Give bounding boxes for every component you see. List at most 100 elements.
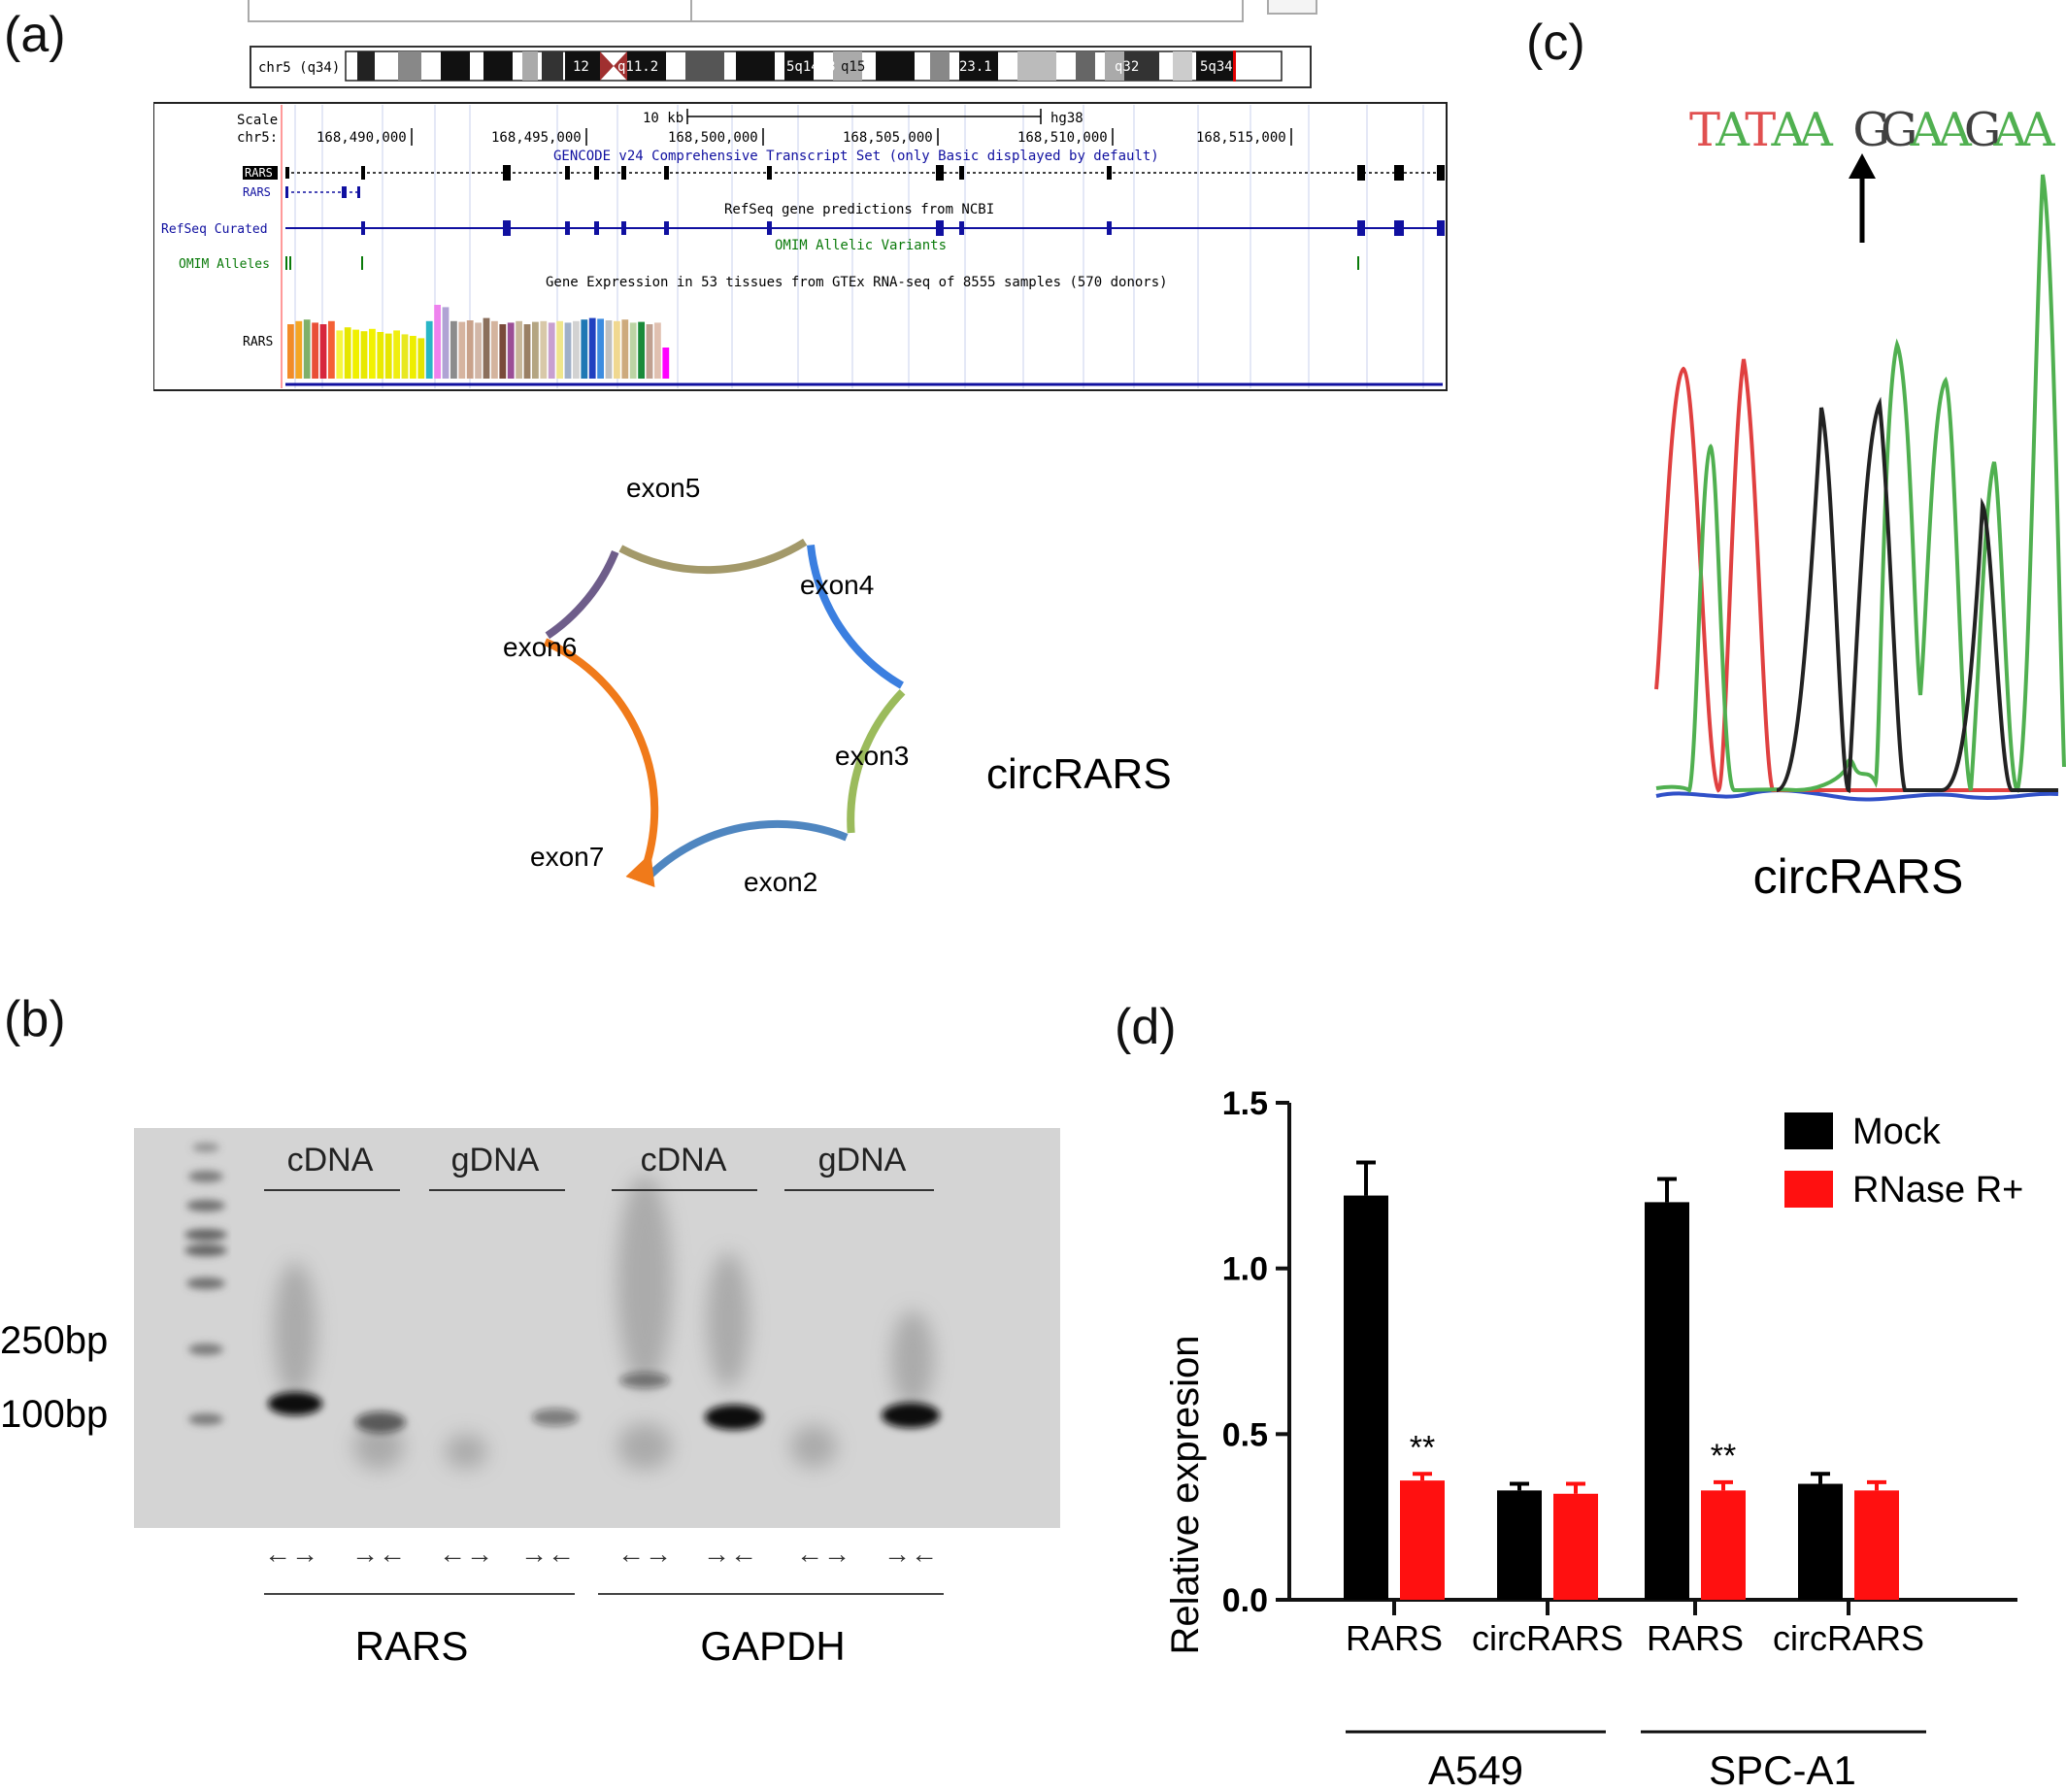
position-label: 168,495,000 bbox=[491, 130, 582, 146]
exon5-label: exon5 bbox=[626, 473, 700, 503]
gel-group-labels: cDNA gDNA cDNA gDNA bbox=[287, 1142, 907, 1178]
refseq-exons bbox=[361, 220, 1445, 236]
x-tick-label: RARS bbox=[1647, 1618, 1744, 1658]
gtex-bar bbox=[646, 324, 653, 379]
gtex-bar bbox=[287, 324, 294, 379]
gtex-bar bbox=[319, 324, 327, 379]
gel-bands bbox=[268, 1373, 940, 1433]
position-labels: 168,490,000 168,495,000 168,500,000 168,… bbox=[317, 130, 1286, 146]
group-label-a549: A549 bbox=[1428, 1747, 1523, 1792]
panel-label-b: (b) bbox=[4, 991, 66, 1047]
gtex-bar bbox=[516, 320, 522, 379]
band-label: 5q34 bbox=[1200, 59, 1233, 75]
search-box-left[interactable] bbox=[248, 0, 721, 22]
ideogram bbox=[345, 50, 1283, 82]
gencode-title: GENCODE v24 Comprehensive Transcript Set… bbox=[553, 149, 1159, 164]
gtex-bar bbox=[532, 321, 539, 379]
ideogram-band-labels: 12 q11.2 5q14.3 q15 23.1 q32 5q34 bbox=[573, 59, 1233, 75]
band-label: 12 bbox=[573, 59, 589, 75]
sequence-base: T bbox=[1745, 103, 1776, 157]
gene-label-rars: RARS bbox=[355, 1623, 469, 1669]
circ-rna-diagram: exon5 exon4 exon3 exon2 exon7 exon6 circ… bbox=[503, 473, 1172, 897]
sequence-base: G bbox=[1964, 103, 2001, 157]
band-label: q32 bbox=[1115, 59, 1139, 75]
gtex-bar bbox=[425, 320, 433, 379]
chromatogram bbox=[1654, 174, 2066, 802]
exon-arc bbox=[647, 819, 849, 879]
primer-arrows: ←→ →← ←→ →← ←→ →← ←→ →← bbox=[264, 1539, 938, 1569]
x-tick-label: RARS bbox=[1346, 1618, 1443, 1658]
search-box-right[interactable] bbox=[690, 0, 1244, 22]
gtex-bar bbox=[401, 334, 409, 379]
exon-arc bbox=[807, 545, 904, 689]
sequencing-caption: circRARS bbox=[1753, 849, 1964, 904]
omim-label[interactable]: OMIM Alleles bbox=[179, 257, 270, 272]
y-tick-label: 0.0 bbox=[1222, 1582, 1268, 1619]
panel-label-d: (d) bbox=[1115, 999, 1177, 1055]
legend-label-rnaser: RNase R+ bbox=[1852, 1170, 2023, 1211]
band-label: q15 bbox=[841, 59, 865, 75]
legend-swatch-mock bbox=[1784, 1112, 1833, 1149]
gtex-bar bbox=[377, 332, 384, 379]
sequence-base: G bbox=[1852, 103, 1889, 157]
legend-swatch-rnaser bbox=[1784, 1171, 1833, 1208]
assembly-label: hg38 bbox=[1050, 111, 1083, 126]
gtex-bar bbox=[581, 319, 588, 379]
scale-label: Scale bbox=[237, 113, 278, 128]
position-label: 168,510,000 bbox=[1017, 130, 1108, 146]
bar bbox=[1400, 1480, 1445, 1600]
track-rars-1[interactable]: RARS bbox=[245, 166, 273, 180]
gtex-bar bbox=[621, 319, 629, 379]
gtex-bar bbox=[384, 333, 392, 379]
marker-100bp: 100bp bbox=[0, 1393, 108, 1436]
bar bbox=[1798, 1483, 1843, 1600]
gtex-bar bbox=[605, 320, 613, 379]
gtex-bar bbox=[352, 329, 359, 379]
significance-mark: ** bbox=[1711, 1438, 1736, 1475]
scale-bar-label: 10 kb bbox=[643, 111, 683, 126]
bar bbox=[1344, 1195, 1388, 1600]
chart-legend: Mock RNase R+ bbox=[1784, 1112, 2023, 1211]
gtex-bar bbox=[295, 320, 303, 379]
primer-arrow: ←→ bbox=[264, 1539, 318, 1569]
gel-panel: cDNA gDNA cDNA gDNA 250bp 100bp ←→ →← ←→… bbox=[0, 1128, 1060, 1669]
primer-arrow: ←→ bbox=[439, 1539, 493, 1569]
position-label: 168,500,000 bbox=[668, 130, 758, 146]
legend-label-mock: Mock bbox=[1852, 1112, 1942, 1152]
exon-arc bbox=[618, 538, 808, 575]
chart-bars: ** ** bbox=[1344, 1160, 1899, 1600]
track-rars-2[interactable]: RARS bbox=[243, 185, 271, 199]
significance-mark: ** bbox=[1410, 1429, 1435, 1466]
smears bbox=[274, 1175, 934, 1470]
sequence-base: T bbox=[1689, 103, 1720, 157]
gtex-bar bbox=[466, 320, 474, 379]
go-button[interactable] bbox=[1267, 0, 1317, 15]
gtex-label[interactable]: RARS bbox=[243, 335, 273, 349]
sequence-base: A bbox=[1770, 103, 1806, 157]
bar bbox=[1645, 1202, 1689, 1600]
sequence-base: A bbox=[2020, 103, 2056, 157]
gtex-bar bbox=[344, 327, 351, 379]
gtex-bar bbox=[588, 317, 596, 379]
ladder-bands bbox=[184, 1143, 227, 1425]
circ-title: circRARS bbox=[986, 750, 1172, 798]
exon7-label: exon7 bbox=[530, 842, 604, 872]
omim-marks bbox=[285, 256, 1359, 270]
sequence-base: A bbox=[1715, 103, 1750, 157]
gtex-bar bbox=[360, 331, 368, 379]
panel-label-c: (c) bbox=[1526, 15, 1585, 71]
gtex-bar bbox=[523, 324, 531, 379]
chr-label: chr5: bbox=[237, 130, 278, 146]
gtex-bar bbox=[442, 307, 450, 379]
gtex-bar bbox=[483, 317, 490, 379]
band-label: q11.2 bbox=[617, 59, 658, 75]
refseq-label[interactable]: RefSeq Curated bbox=[161, 222, 268, 237]
bar bbox=[1497, 1490, 1542, 1600]
y-tick-label: 0.5 bbox=[1222, 1416, 1268, 1453]
y-tick-label: 1.0 bbox=[1222, 1251, 1268, 1288]
gel-group-label: gDNA bbox=[818, 1142, 907, 1178]
sequence-base: A bbox=[1909, 103, 1945, 157]
sequence-base: A bbox=[1992, 103, 2028, 157]
